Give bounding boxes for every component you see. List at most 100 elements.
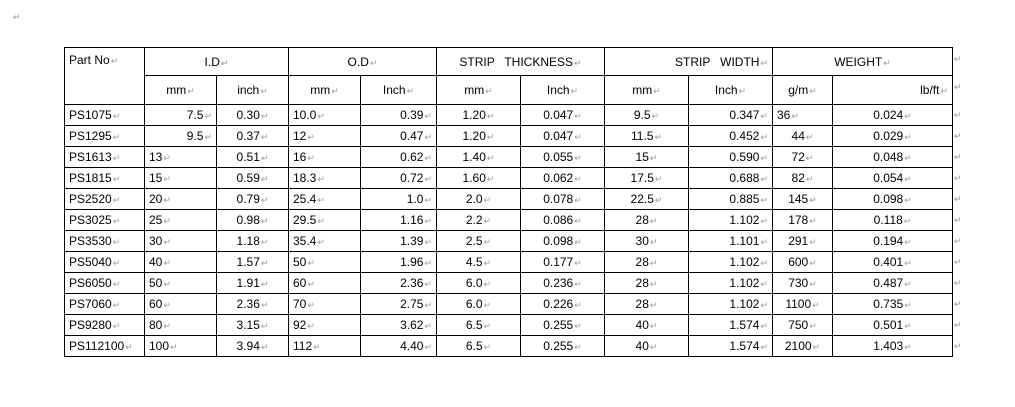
table-row: PS1295↵ 9.5↵ 0.37↵ 12↵ 0.47↵ 1.20↵ 0.047↵ 11.5↵…	[64, 125, 953, 147]
table-cell: 50↵	[288, 251, 361, 273]
table-cell: 40↵	[604, 314, 689, 336]
table-cell: 0.688↵	[688, 167, 773, 189]
table-cell: 0.735↵	[832, 293, 953, 315]
table-cell: 1.57↵	[216, 251, 289, 273]
table-cell: 13↵	[144, 146, 217, 168]
paragraph-mark-icon: ↵	[954, 320, 962, 330]
table-cell: 60↵	[288, 272, 361, 294]
table-cell: 0.054↵	[832, 167, 953, 189]
table-cell: 9.5↵	[144, 125, 217, 147]
table-row: PS6050↵ 50↵ 1.91↵ 60↵ 2.36↵ 6.0↵ 0.236↵ 28↵ 1.10…	[64, 272, 953, 294]
table-cell: 0.098↵	[520, 230, 605, 252]
table-cell: PS6050↵	[64, 272, 145, 294]
table-cell: 60↵	[144, 293, 217, 315]
table-cell: 1.101↵	[688, 230, 773, 252]
table-cell: 4.5↵	[436, 251, 521, 273]
table-cell: PS112100↵	[64, 335, 145, 357]
table-cell: 40↵	[604, 335, 689, 357]
table-row: PS1613↵ 13↵ 0.51↵ 16↵ 0.62↵ 1.40↵ 0.055↵ 15↵ 0.5…	[64, 146, 953, 168]
table-cell: 1.574↵	[688, 335, 773, 357]
table-cell: 6.5↵	[436, 335, 521, 357]
table-cell: 0.47↵	[360, 125, 437, 147]
table-cell: 0.255↵	[520, 314, 605, 336]
table-cell: 1.91↵	[216, 272, 289, 294]
table-cell: 25↵	[144, 209, 217, 231]
table-cell: 9.5↵	[604, 104, 689, 126]
table-cell: 1.20↵	[436, 104, 521, 126]
table-cell: 145↵	[772, 188, 833, 210]
table-cell: 0.51↵	[216, 146, 289, 168]
paragraph-mark-icon: ↵	[954, 341, 962, 351]
table-cell: 2100↵	[772, 335, 833, 357]
table-cell: 1.20↵	[436, 125, 521, 147]
table-cell: 28↵	[604, 293, 689, 315]
table-cell: 1.102↵	[688, 293, 773, 315]
table-cell: 7.5↵	[144, 104, 217, 126]
table-cell: 0.30↵	[216, 104, 289, 126]
table-cell: 11.5↵	[604, 125, 689, 147]
table-cell: 750↵	[772, 314, 833, 336]
table-cell: 0.401↵	[832, 251, 953, 273]
table-cell: 0.39↵	[360, 104, 437, 126]
unit-header: mm↵	[288, 75, 361, 105]
table-cell: 0.098↵	[832, 188, 953, 210]
table-cell: 10.0↵	[288, 104, 361, 126]
table-cell: 2.5↵	[436, 230, 521, 252]
table-cell: 0.79↵	[216, 188, 289, 210]
table-cell: 28↵	[604, 251, 689, 273]
table-cell: 1.96↵	[360, 251, 437, 273]
table-cell: 0.62↵	[360, 146, 437, 168]
table-cell: 0.236↵	[520, 272, 605, 294]
table-cell: 72↵	[772, 146, 833, 168]
table-cell: 0.048↵	[832, 146, 953, 168]
table-cell: 80↵	[144, 314, 217, 336]
table-cell: 0.452↵	[688, 125, 773, 147]
table-cell: 12↵	[288, 125, 361, 147]
unit-header: Inch↵	[520, 75, 605, 105]
paragraph-mark-icon: ↵	[954, 82, 962, 92]
table-cell: 20↵	[144, 188, 217, 210]
table-cell: 2.75↵	[360, 293, 437, 315]
table-cell: 15↵	[144, 167, 217, 189]
table-row: PS9280↵ 80↵ 3.15↵ 92↵ 3.62↵ 6.5↵ 0.255↵ 40↵ 1.57…	[64, 314, 953, 336]
header-row-groups: Part No↵ I.D↵ O.D↵ STRIP THICKNESS↵ STRI…	[64, 47, 953, 105]
table-cell: 25.4↵	[288, 188, 361, 210]
table-cell: 44↵	[772, 125, 833, 147]
table-cell: 3.62↵	[360, 314, 437, 336]
table-cell: 0.055↵	[520, 146, 605, 168]
paragraph-mark-icon: ↵	[954, 236, 962, 246]
table-cell: 6.0↵	[436, 293, 521, 315]
header-strip-thickness: STRIP THICKNESS↵	[436, 47, 605, 76]
table-cell: 1.102↵	[688, 251, 773, 273]
table-cell: 1.60↵	[436, 167, 521, 189]
table-cell: 2.36↵	[360, 272, 437, 294]
table-cell: 0.194↵	[832, 230, 953, 252]
table-cell: PS1815↵	[64, 167, 145, 189]
paragraph-mark-icon: ↵	[954, 299, 962, 309]
table-cell: 0.98↵	[216, 209, 289, 231]
table-cell: 2.0↵	[436, 188, 521, 210]
table-cell: 28↵	[604, 209, 689, 231]
header-id: I.D↵	[144, 47, 289, 76]
table-cell: 0.347↵	[688, 104, 773, 126]
paragraph-mark-icon: ↵	[954, 152, 962, 162]
table-cell: 0.086↵	[520, 209, 605, 231]
table-cell: 22.5↵	[604, 188, 689, 210]
paragraph-mark-icon: ↵	[954, 54, 962, 64]
table-cell: 16↵	[288, 146, 361, 168]
table-cell: 1.403↵	[832, 335, 953, 357]
table-cell: 1.16↵	[360, 209, 437, 231]
table-row: PS7060↵ 60↵ 2.36↵ 70↵ 2.75↵ 6.0↵ 0.226↵ 28↵ 1.10…	[64, 293, 953, 315]
header-part-no: Part No↵	[64, 47, 145, 105]
table-row: PS3025↵ 25↵ 0.98↵ 29.5↵ 1.16↵ 2.2↵ 0.086↵ 28↵ 1.…	[64, 209, 953, 231]
table-cell: 0.078↵	[520, 188, 605, 210]
table-cell: PS5040↵	[64, 251, 145, 273]
table-cell: 0.590↵	[688, 146, 773, 168]
table-cell: 3.15↵	[216, 314, 289, 336]
table-row: PS3530↵ 30↵ 1.18↵ 35.4↵ 1.39↵ 2.5↵ 0.098↵ 30↵ 1.…	[64, 230, 953, 252]
unit-header: g/m↵	[772, 75, 833, 105]
table-row: PS1075↵ 7.5↵ 0.30↵ 10.0↵ 0.39↵ 1.20↵ 0.047↵ 9.5…	[64, 104, 953, 126]
table-cell: 0.37↵	[216, 125, 289, 147]
unit-header: Inch↵	[688, 75, 773, 105]
table-cell: 0.047↵	[520, 104, 605, 126]
